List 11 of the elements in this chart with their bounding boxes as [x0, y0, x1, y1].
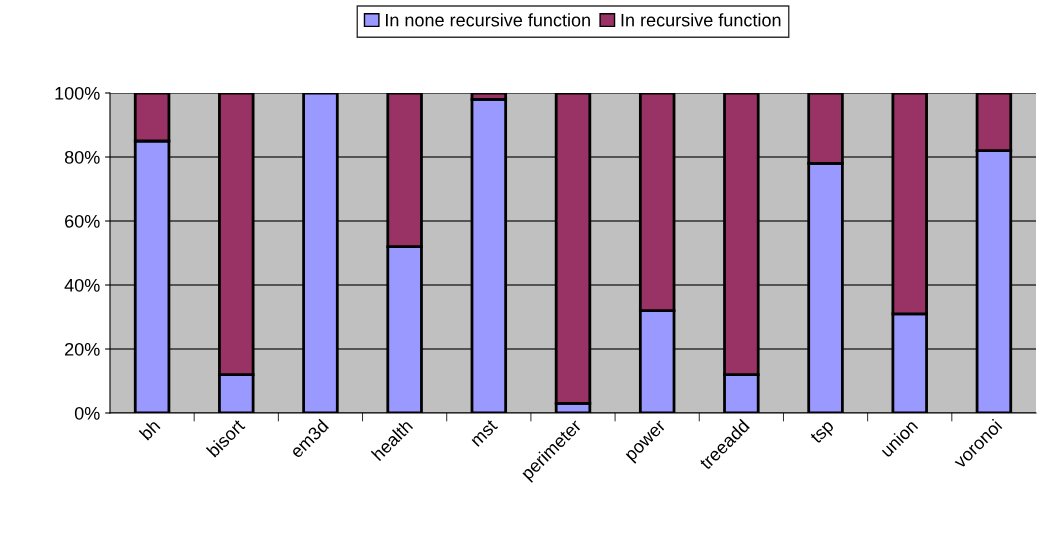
- y-tick-label: 60%: [65, 214, 100, 228]
- y-tick-label: 40%: [64, 278, 100, 292]
- legend-label: In recursive function: [621, 13, 781, 27]
- x-tick-label: mst: [470, 418, 499, 447]
- legend-label: In none recursive function: [386, 13, 590, 27]
- x-tick-label: tsp: [809, 419, 837, 447]
- x-tick-label: bh: [138, 418, 161, 441]
- y-tick-label: 80%: [64, 150, 100, 164]
- y-tick-label: 0%: [74, 406, 100, 420]
- y-tick-label: 100%: [55, 86, 100, 100]
- y-tick-label: 20%: [65, 342, 100, 356]
